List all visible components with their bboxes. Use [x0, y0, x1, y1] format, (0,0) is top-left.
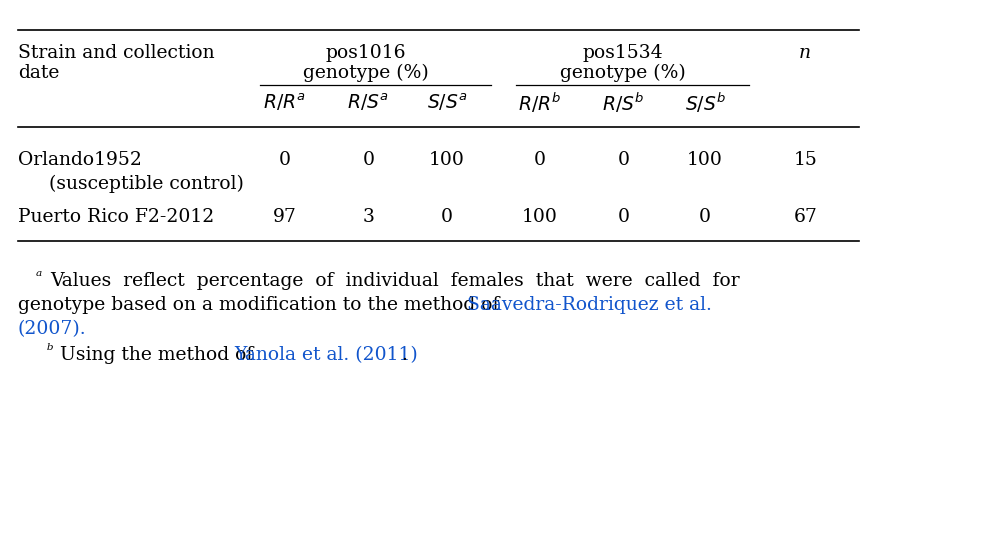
Text: 100: 100: [522, 208, 558, 226]
Text: $R/S^a$: $R/S^a$: [348, 92, 389, 113]
Text: $S/S^a$: $S/S^a$: [426, 92, 467, 113]
Text: 0: 0: [362, 151, 374, 169]
Text: $S/S^b$: $S/S^b$: [684, 90, 726, 115]
Text: genotype based on a modification to the method of: genotype based on a modification to the …: [18, 296, 505, 315]
Text: 0: 0: [441, 208, 453, 226]
Text: ᵃ: ᵃ: [35, 269, 41, 286]
Text: Saavedra-Rodriquez et al.: Saavedra-Rodriquez et al.: [467, 296, 712, 315]
Text: 97: 97: [273, 208, 297, 226]
Text: date: date: [18, 64, 59, 82]
Text: n: n: [799, 44, 811, 62]
Text: genotype (%): genotype (%): [560, 64, 685, 82]
Text: Orlando1952: Orlando1952: [18, 151, 141, 169]
Text: 0: 0: [534, 151, 546, 169]
Text: Values  reflect  percentage  of  individual  females  that  were  called  for: Values reflect percentage of individual …: [50, 272, 739, 290]
Text: 0: 0: [699, 208, 711, 226]
Text: (2007).: (2007).: [18, 320, 86, 339]
Text: Puerto Rico F2-2012: Puerto Rico F2-2012: [18, 208, 214, 226]
Text: 3: 3: [362, 208, 374, 226]
Text: $R/S^b$: $R/S^b$: [602, 90, 645, 115]
Text: 15: 15: [793, 151, 817, 169]
Text: $R/R^a$: $R/R^a$: [263, 92, 306, 113]
Text: 0: 0: [618, 151, 629, 169]
Text: genotype (%): genotype (%): [302, 64, 429, 82]
Text: (susceptible control): (susceptible control): [49, 175, 244, 193]
Text: $R/R^b$: $R/R^b$: [518, 90, 562, 115]
Text: pos1534: pos1534: [582, 44, 663, 62]
Text: 0: 0: [618, 208, 629, 226]
Text: ᵇ: ᵇ: [47, 343, 54, 360]
Text: 100: 100: [687, 151, 723, 169]
Text: Strain and collection: Strain and collection: [18, 44, 214, 62]
Text: 0: 0: [279, 151, 291, 169]
Text: 100: 100: [429, 151, 464, 169]
Text: .: .: [402, 346, 408, 364]
Text: Using the method of: Using the method of: [60, 346, 259, 364]
Text: Yanola et al. (2011): Yanola et al. (2011): [235, 346, 418, 364]
Text: pos1016: pos1016: [326, 44, 406, 62]
Text: 67: 67: [793, 208, 817, 226]
